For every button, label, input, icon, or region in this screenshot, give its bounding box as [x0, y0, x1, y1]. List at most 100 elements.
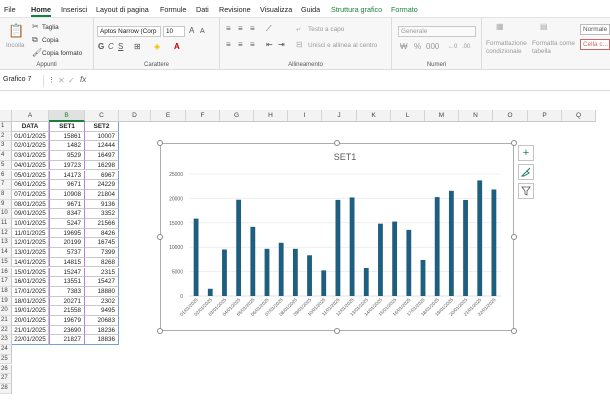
bar[interactable] [420, 259, 426, 296]
format-as-table-button[interactable]: Formatta come tabella [532, 40, 575, 55]
row-header[interactable]: 1 [0, 122, 12, 132]
tab-visualizza[interactable]: Visualizza [260, 5, 293, 14]
align-center-icon[interactable]: ≡ [238, 40, 243, 49]
row-header[interactable]: 20 [0, 306, 12, 316]
paste-button[interactable]: Incolla [6, 42, 25, 49]
table-cell[interactable]: 04/01/2025 [12, 160, 49, 171]
bar[interactable] [363, 268, 369, 296]
table-cell[interactable]: 10/01/2025 [12, 219, 49, 229]
table-header-cell[interactable]: DATA [12, 122, 49, 132]
row-header[interactable]: 16 [0, 267, 12, 278]
table-cell[interactable]: 14815 [49, 257, 85, 268]
bar[interactable] [321, 270, 327, 296]
tab-file[interactable]: File [4, 5, 16, 14]
table-cell[interactable]: 7383 [49, 286, 85, 297]
bar[interactable] [193, 218, 199, 296]
column-header-e[interactable]: E [151, 110, 186, 122]
shrink-font-icon[interactable]: A [200, 28, 205, 35]
bar[interactable] [378, 223, 383, 296]
conditional-format-icon[interactable]: ▦ [496, 22, 504, 31]
table-cell[interactable]: 18/01/2025 [12, 296, 49, 307]
format-painter-button[interactable]: Copia formato [42, 50, 83, 57]
chart[interactable]: SET1 0 5000 10000 15000 20000 25000 01/01/2025 0… [157, 140, 517, 334]
row-header[interactable]: 17 [0, 277, 12, 287]
bar[interactable] [236, 199, 242, 296]
font-family-select[interactable]: Aptos Narrow (Corp [97, 26, 161, 37]
table-cell[interactable]: 21827 [49, 335, 85, 346]
tab-revisione[interactable]: Revisione [219, 5, 251, 14]
table-cell[interactable]: 20199 [49, 238, 85, 249]
table-cell[interactable]: 19679 [49, 316, 85, 326]
row-header[interactable]: 21 [0, 316, 12, 326]
table-cell[interactable]: 22/01/2025 [12, 335, 49, 346]
bar[interactable] [349, 197, 355, 296]
resize-handle[interactable] [511, 234, 517, 240]
name-box[interactable]: Grafico 7 [0, 75, 44, 87]
table-cell[interactable]: 17/01/2025 [12, 286, 49, 297]
table-cell[interactable]: 9529 [49, 151, 85, 161]
chart-elements-button[interactable]: + [518, 145, 534, 161]
table-cell[interactable]: 11/01/2025 [12, 228, 49, 239]
table-cell[interactable]: 9495 [85, 306, 119, 316]
chart-filters-button[interactable] [518, 183, 534, 199]
table-header-cell[interactable]: SET1 [49, 122, 85, 132]
row-header[interactable]: 10 [0, 209, 12, 219]
conditional-format-button[interactable]: Formattazione condizionale [486, 40, 527, 55]
bar[interactable] [477, 180, 483, 296]
bar[interactable] [335, 199, 341, 296]
table-cell[interactable]: 8347 [49, 209, 85, 219]
table-cell[interactable]: 23690 [49, 325, 85, 336]
bar[interactable] [250, 226, 256, 296]
tab-formato[interactable]: Formato [391, 5, 418, 14]
table-cell[interactable]: 18880 [85, 286, 119, 297]
row-header[interactable]: 22 [0, 325, 12, 336]
table-cell[interactable]: 06/01/2025 [12, 180, 49, 190]
resize-handle[interactable] [157, 328, 163, 334]
table-cell[interactable]: 21/01/2025 [12, 325, 49, 336]
chart-title[interactable]: SET1 [334, 152, 357, 162]
grow-font-icon[interactable]: A [189, 26, 195, 35]
table-cell[interactable]: 18236 [85, 325, 119, 336]
table-cell[interactable]: 12444 [85, 141, 119, 152]
table-cell[interactable]: 21566 [85, 219, 119, 229]
table-cell[interactable]: 21804 [85, 189, 119, 200]
resize-handle[interactable] [511, 140, 517, 146]
table-cell[interactable]: 3352 [85, 209, 119, 219]
cut-button[interactable]: Taglia [42, 24, 59, 31]
increase-decimal-icon[interactable]: ←0 [448, 44, 458, 50]
decrease-indent-icon[interactable]: ⇤ [266, 40, 273, 49]
resize-handle[interactable] [157, 140, 163, 146]
bar[interactable] [307, 255, 312, 296]
bar[interactable] [406, 229, 412, 296]
fill-color-icon[interactable]: ◈ [154, 42, 161, 51]
row-header[interactable]: 15 [0, 257, 12, 268]
table-cell[interactable]: 6967 [85, 170, 119, 181]
align-right-icon[interactable]: ≡ [250, 40, 255, 49]
align-bottom-icon[interactable]: ≡ [250, 24, 255, 33]
row-header[interactable]: 9 [0, 199, 12, 210]
table-cell[interactable]: 20/01/2025 [12, 316, 49, 326]
enter-icon[interactable]: ✓ [68, 76, 75, 85]
tab-dati[interactable]: Dati [196, 5, 209, 14]
decrease-decimal-icon[interactable]: .00 [462, 44, 471, 50]
paste-icon[interactable]: 📋 [8, 23, 25, 38]
table-cell[interactable]: 14/01/2025 [12, 257, 49, 268]
more-options-icon[interactable]: ⋮ [48, 77, 55, 84]
table-cell[interactable]: 13/01/2025 [12, 248, 49, 258]
table-cell[interactable]: 9671 [49, 199, 85, 210]
table-cell[interactable]: 08/01/2025 [12, 199, 49, 210]
column-header-a[interactable]: A [12, 110, 49, 122]
table-cell[interactable]: 02/01/2025 [12, 141, 49, 152]
table-cell[interactable]: 05/01/2025 [12, 170, 49, 181]
column-header-c[interactable]: C [85, 110, 119, 122]
table-cell[interactable]: 10908 [49, 189, 85, 200]
bar[interactable] [434, 197, 440, 296]
copy-button[interactable]: Copia [42, 37, 59, 44]
tab-layout-di-pagina[interactable]: Layout di pagina [96, 5, 149, 14]
table-cell[interactable]: 24229 [85, 180, 119, 190]
table-cell[interactable]: 20683 [85, 316, 119, 326]
currency-icon[interactable]: ₩ [400, 42, 408, 51]
table-cell[interactable]: 19695 [49, 228, 85, 239]
resize-handle[interactable] [157, 234, 163, 240]
format-as-table-icon[interactable]: ▤ [540, 22, 548, 31]
